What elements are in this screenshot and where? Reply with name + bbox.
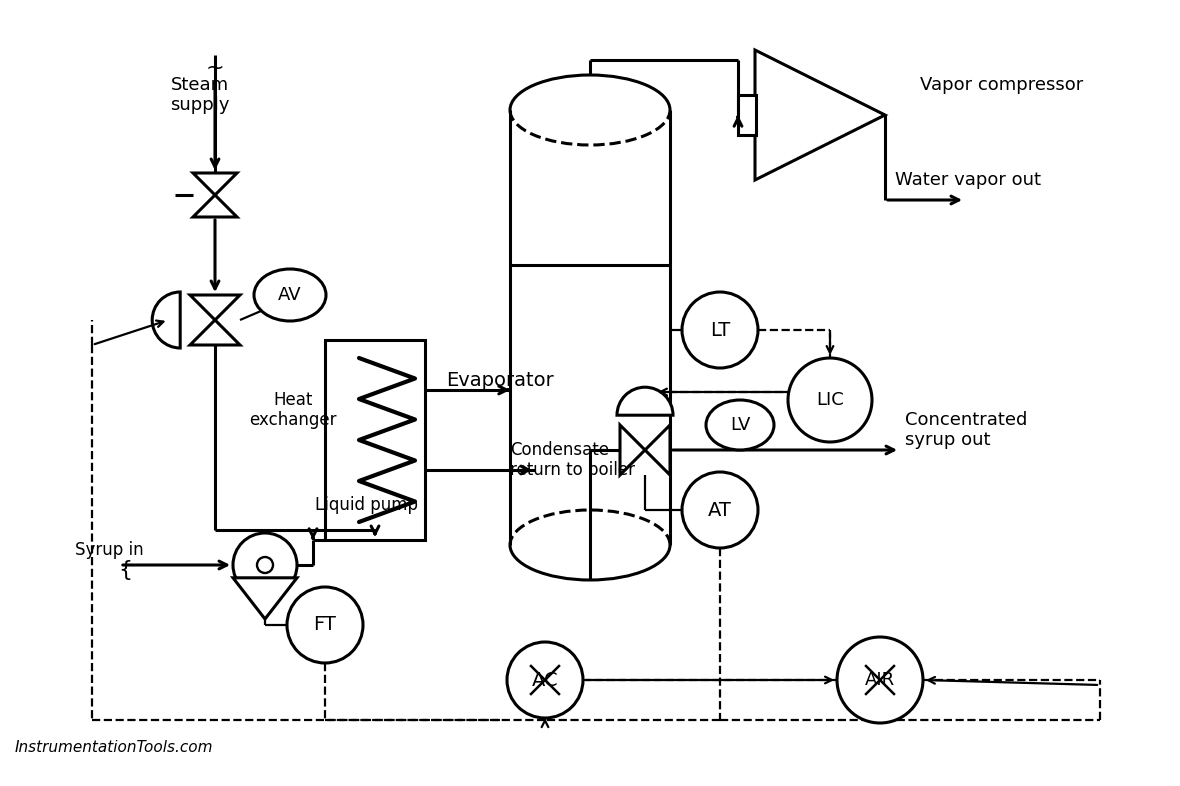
Text: AT: AT xyxy=(708,501,732,520)
Text: AIR: AIR xyxy=(865,671,896,689)
Polygon shape xyxy=(755,50,885,180)
Polygon shape xyxy=(194,195,237,217)
Polygon shape xyxy=(645,425,670,475)
Circle shape xyxy=(682,472,758,548)
Polygon shape xyxy=(190,295,240,320)
Text: {: { xyxy=(118,560,132,580)
Text: Vapor compressor: Vapor compressor xyxy=(920,76,1083,94)
Text: FT: FT xyxy=(314,615,336,634)
Circle shape xyxy=(287,587,363,663)
Bar xyxy=(510,110,670,545)
Text: Heat
exchanger: Heat exchanger xyxy=(249,391,336,429)
Circle shape xyxy=(682,292,758,368)
Text: Evaporator: Evaporator xyxy=(446,370,553,390)
Circle shape xyxy=(257,557,273,573)
Text: Water vapor out: Water vapor out xyxy=(894,171,1041,189)
Circle shape xyxy=(837,637,923,723)
Polygon shape xyxy=(620,425,645,475)
Bar xyxy=(738,95,756,135)
Text: Liquid pump: Liquid pump xyxy=(315,496,418,514)
Circle shape xyxy=(788,358,872,442)
Ellipse shape xyxy=(254,269,326,321)
Polygon shape xyxy=(190,320,240,345)
Polygon shape xyxy=(194,173,237,195)
Text: LV: LV xyxy=(729,416,750,434)
Text: ~: ~ xyxy=(205,58,224,78)
Text: Condensate
return to boiler: Condensate return to boiler xyxy=(510,441,635,479)
Text: AC: AC xyxy=(532,670,558,689)
Text: InstrumentationTools.com: InstrumentationTools.com xyxy=(15,740,214,755)
Circle shape xyxy=(232,533,297,597)
Bar xyxy=(324,340,425,540)
Text: LIC: LIC xyxy=(817,391,844,409)
Text: Syrup in: Syrup in xyxy=(76,541,144,559)
Polygon shape xyxy=(232,578,297,619)
Circle shape xyxy=(507,642,583,718)
Wedge shape xyxy=(617,387,673,415)
Text: LT: LT xyxy=(710,321,730,340)
Text: Steam
supply: Steam supply xyxy=(170,75,230,115)
Text: AV: AV xyxy=(278,286,302,304)
Text: Concentrated
syrup out: Concentrated syrup out xyxy=(905,410,1028,450)
Ellipse shape xyxy=(706,400,774,450)
Wedge shape xyxy=(152,292,181,348)
